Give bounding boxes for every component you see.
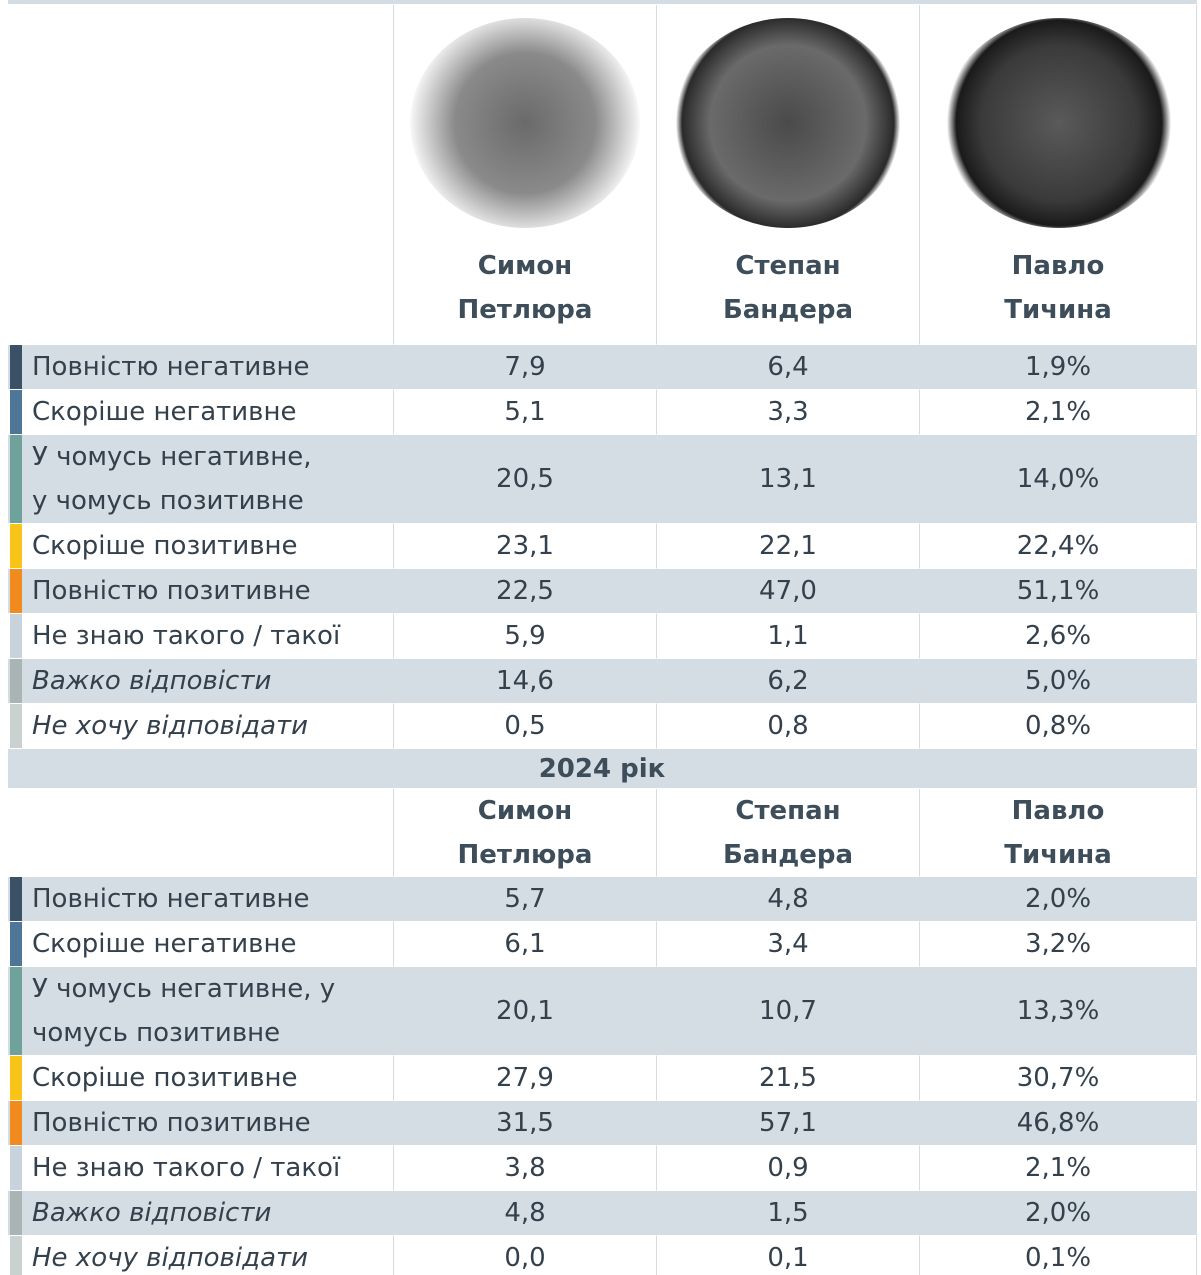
- column-header: Павло Тичина: [920, 789, 1197, 877]
- cell-value: 3,4: [657, 922, 920, 967]
- cell-value: 46,8%: [920, 1101, 1197, 1146]
- cell-value: 13,1: [657, 435, 920, 524]
- cell-value: 6,1: [394, 922, 657, 967]
- cell-value: 14,0%: [920, 435, 1197, 524]
- row-color: [10, 659, 22, 703]
- cell-value: 57,1: [657, 1101, 920, 1146]
- cell-value: 27,9: [394, 1056, 657, 1101]
- row-color: [10, 704, 22, 748]
- row-color: [10, 967, 22, 1055]
- cell-value: 51,1%: [920, 569, 1197, 614]
- cell-value: 2,0%: [920, 1191, 1197, 1236]
- row-label: Повністю негативне: [8, 345, 394, 390]
- row-color: [10, 524, 22, 568]
- row-color: [10, 1056, 22, 1100]
- cell-value: 13,3%: [920, 967, 1197, 1056]
- cell-value: 2,1%: [920, 390, 1197, 435]
- cell-value: 1,1: [657, 614, 920, 659]
- row-label: Скоріше негативне: [8, 390, 394, 435]
- row-label: Скоріше негативне: [8, 922, 394, 967]
- cell-value: 0,8: [657, 704, 920, 749]
- column-header: Степан Бандера: [657, 5, 920, 345]
- row-label: Не хочу відповідати: [8, 704, 394, 749]
- cell-value: 47,0: [657, 569, 920, 614]
- row-label: Скоріше позитивне: [8, 1056, 394, 1101]
- column-header: Степан Бандера: [657, 789, 920, 877]
- row-label: Повністю позитивне: [8, 569, 394, 614]
- section-title: 2024 рік: [8, 749, 1197, 789]
- row-label: Важко відповісти: [8, 1191, 394, 1236]
- cell-value: 2,6%: [920, 614, 1197, 659]
- row-color: [10, 1146, 22, 1190]
- cell-value: 22,1: [657, 524, 920, 569]
- row-color: [10, 922, 22, 966]
- cell-value: 0,1%: [920, 1236, 1197, 1275]
- cell-value: 4,8: [657, 877, 920, 922]
- cell-value: 0,5: [394, 704, 657, 749]
- row-color: [10, 877, 22, 921]
- row-label: Не знаю такого / такої: [8, 1146, 394, 1191]
- cell-value: 3,2%: [920, 922, 1197, 967]
- cell-value: 14,6: [394, 659, 657, 704]
- cell-value: 2,1%: [920, 1146, 1197, 1191]
- column-header: Симон Петлюра: [394, 5, 657, 345]
- row-label: Важко відповісти: [8, 659, 394, 704]
- row-color: [10, 345, 22, 389]
- row-label: Не хочу відповідати: [8, 1236, 394, 1275]
- row-color: [10, 435, 22, 523]
- cell-value: 10,7: [657, 967, 920, 1056]
- cell-value: 31,5: [394, 1101, 657, 1146]
- cell-value: 5,9: [394, 614, 657, 659]
- row-color: [10, 569, 22, 613]
- row-color: [10, 1191, 22, 1235]
- row-label: Повністю позитивне: [8, 1101, 394, 1146]
- header-empty: [8, 5, 394, 345]
- cell-value: 3,3: [657, 390, 920, 435]
- cell-value: 5,1: [394, 390, 657, 435]
- header-empty: [8, 789, 394, 877]
- cell-value: 2,0%: [920, 877, 1197, 922]
- cell-value: 0,0: [394, 1236, 657, 1275]
- row-color: [10, 1101, 22, 1145]
- cell-value: 3,8: [394, 1146, 657, 1191]
- cell-value: 20,1: [394, 967, 657, 1056]
- cell-value: 0,9: [657, 1146, 920, 1191]
- cell-value: 5,7: [394, 877, 657, 922]
- cell-value: 1,5: [657, 1191, 920, 1236]
- row-label: У чомусь негативне, у чомусь позитивне: [8, 435, 394, 524]
- cell-value: 20,5: [394, 435, 657, 524]
- cell-value: 0,8%: [920, 704, 1197, 749]
- row-label: Скоріше позитивне: [8, 524, 394, 569]
- cell-value: 5,0%: [920, 659, 1197, 704]
- column-header: Симон Петлюра: [394, 789, 657, 877]
- cell-value: 23,1: [394, 524, 657, 569]
- column-header: Павло Тичина: [920, 5, 1197, 345]
- row-label: У чомусь негативне, у чомусь позитивне: [8, 967, 394, 1056]
- cell-value: 22,4%: [920, 524, 1197, 569]
- row-color: [10, 614, 22, 658]
- cell-value: 1,9%: [920, 345, 1197, 390]
- row-label: Повністю негативне: [8, 877, 394, 922]
- cell-value: 21,5: [657, 1056, 920, 1101]
- page: Симон ПетлюраСтепан БандераПавло ТичинаП…: [0, 0, 1201, 1275]
- row-label: Не знаю такого / такої: [8, 614, 394, 659]
- cell-value: 0,1: [657, 1236, 920, 1275]
- cell-value: 30,7%: [920, 1056, 1197, 1101]
- cell-value: 22,5: [394, 569, 657, 614]
- row-color: [10, 1236, 22, 1275]
- cell-value: 7,9: [394, 345, 657, 390]
- cell-value: 6,4: [657, 345, 920, 390]
- cell-value: 4,8: [394, 1191, 657, 1236]
- cell-value: 6,2: [657, 659, 920, 704]
- row-color: [10, 390, 22, 434]
